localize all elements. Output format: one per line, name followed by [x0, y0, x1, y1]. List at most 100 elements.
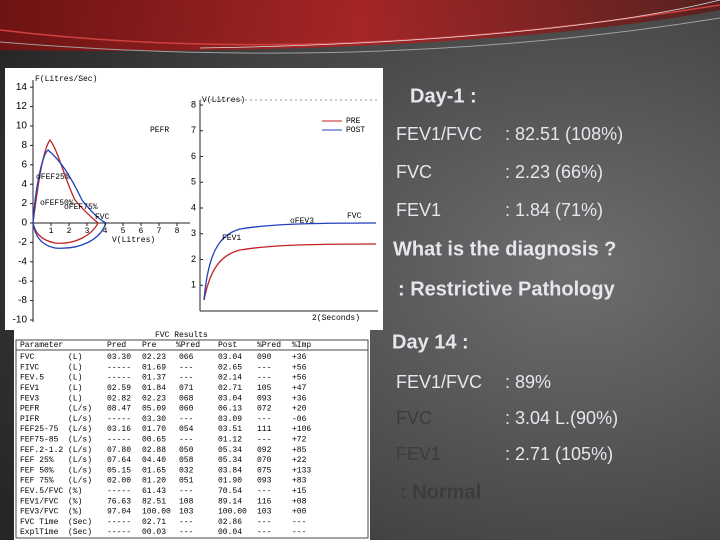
table-cell: 090: [257, 353, 272, 362]
table-cell: ---: [257, 436, 271, 445]
table-cell: 03.84: [218, 466, 242, 475]
table-cell: +08: [292, 497, 307, 506]
annotation: PEFR: [150, 126, 169, 135]
table-cell: ---: [292, 518, 306, 527]
answer: : Restrictive Pathology: [398, 278, 616, 300]
table-cell: 03.30: [142, 415, 166, 424]
table-cell: +72: [292, 436, 307, 445]
table-cell: ---: [179, 487, 193, 496]
y-tick-label: 4: [21, 179, 27, 190]
table-cell: (%): [68, 487, 82, 496]
table-cell: ---: [257, 415, 271, 424]
table-cell: (L/s): [68, 477, 92, 486]
table-cell: 032: [179, 466, 194, 475]
y-tick-label: -6: [18, 276, 27, 287]
table-cell: 116: [257, 497, 272, 506]
table-cell: FEF 50%: [20, 466, 54, 475]
table-cell: 02.14: [218, 374, 242, 383]
table-cell: 01.20: [142, 477, 166, 486]
table-cell: +20: [292, 405, 307, 414]
table-cell: FEV3/FVC: [20, 508, 59, 517]
table-cell: FEV.5: [20, 374, 44, 383]
y-tick-label: 10: [16, 121, 28, 132]
swirl-line: [0, 17, 720, 54]
table-cell: 89.14: [218, 497, 242, 506]
y-tick-label: 3: [191, 228, 196, 238]
table-cell: +36: [292, 353, 307, 362]
table-cell: 01.65: [142, 466, 166, 475]
table-cell: +83: [292, 477, 307, 486]
table-cell: (L/s): [68, 425, 92, 434]
table-cell: 093: [257, 477, 272, 486]
table-cell: ---: [292, 528, 306, 537]
annotation: FVC: [95, 213, 110, 222]
y-tick-label: -2: [18, 237, 27, 248]
table-cell: -----: [107, 518, 131, 527]
table-cell: 111: [257, 425, 272, 434]
table-cell: 01.69: [142, 363, 166, 372]
row-value: : 2.23 (66%): [505, 162, 603, 182]
table-cell: (L): [68, 374, 82, 383]
annotation: oFEF25%: [36, 173, 70, 182]
table-cell: PEFR: [20, 405, 39, 414]
y-tick-label: -4: [18, 256, 27, 267]
pre-loop: [32, 138, 99, 244]
y-tick-label: 6: [21, 159, 27, 170]
table-cell: FEF 75%: [20, 477, 54, 486]
table-cell: ---: [179, 518, 193, 527]
table-cell: 00.03: [142, 528, 166, 537]
table-cell: -06: [292, 415, 307, 424]
table-cell: 058: [179, 456, 194, 465]
spirometry-figure: F(Litres/Sec) V(Litres) V(Litres) 2(Seco…: [5, 68, 383, 540]
table-cell: ---: [179, 436, 193, 445]
table-cell: (L/s): [68, 436, 92, 445]
table-cell: 03.51: [218, 425, 242, 434]
table-cell: 05.15: [107, 466, 131, 475]
table-cell: (Sec): [68, 518, 92, 527]
swirl-line: [199, 0, 720, 49]
legend-label: POST: [346, 126, 365, 135]
table-cell: (L): [68, 353, 82, 362]
table-cell: -----: [107, 415, 131, 424]
table-cell: 61.43: [142, 487, 166, 496]
heading: Day-1 :: [410, 85, 477, 107]
y-tick-label: 12: [16, 101, 28, 112]
y-tick-label: 14: [16, 82, 28, 93]
table-cell: +36: [292, 394, 307, 403]
table-cell: (L/s): [68, 446, 92, 455]
table-cell: 05.34: [218, 446, 242, 455]
x-tick-label: 5: [121, 227, 126, 236]
table-cell: 07.64: [107, 456, 131, 465]
x-tick-label: 1: [49, 227, 54, 236]
table-cell: 105: [257, 384, 272, 393]
table-cell: 01.84: [142, 384, 166, 393]
table-cell: ---: [257, 528, 271, 537]
y-tick-label: 2: [21, 198, 27, 209]
table-cell: 050: [179, 446, 194, 455]
table-cell: 060: [179, 405, 194, 414]
table-cell: FVC: [20, 353, 35, 362]
axis-label: 2(Seconds): [312, 314, 360, 323]
table-cell: ---: [257, 374, 271, 383]
table-cell: 00.65: [142, 436, 166, 445]
y-tick-label: 8: [191, 99, 196, 109]
row-value: : 2.71 (105%): [505, 444, 613, 464]
x-tick-label: 6: [139, 227, 144, 236]
header-swirl: [0, 0, 720, 51]
y-tick-label: -10: [13, 315, 28, 326]
chart-background: [5, 68, 383, 330]
y-tick-label: 8: [21, 140, 27, 151]
table-cell: 01.12: [218, 436, 242, 445]
x-tick-label: 8: [175, 227, 180, 236]
table-cell: FEF.2-1.2: [20, 446, 63, 455]
table-cell: 068: [179, 394, 194, 403]
table-cell: 02.65: [218, 363, 242, 372]
table-cell: +00: [292, 508, 307, 517]
table-cell: (%): [68, 508, 82, 517]
table-cell: FEV1: [20, 384, 39, 393]
table-cell: 03.09: [218, 415, 242, 424]
table-cell: 051: [179, 477, 194, 486]
row-value: : 89%: [505, 372, 551, 392]
question: What is the diagnosis ?: [393, 238, 616, 260]
